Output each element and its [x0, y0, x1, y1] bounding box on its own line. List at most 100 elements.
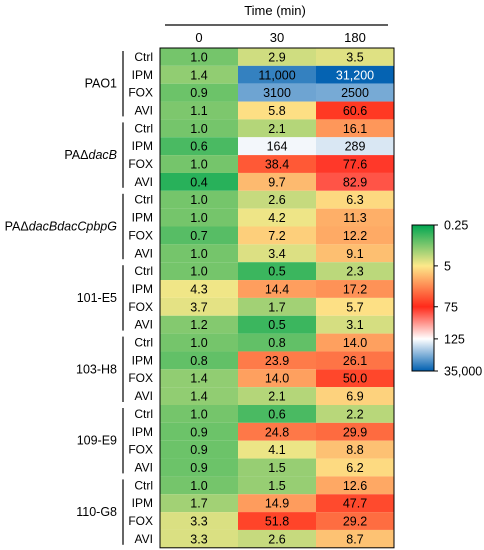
group-label: PAO1 [85, 77, 117, 91]
cell-value: 24.8 [265, 425, 289, 439]
cell-value: 2.1 [268, 122, 285, 136]
cell-value: 3.3 [190, 515, 207, 529]
row-label: FOX [128, 514, 153, 528]
heatmap-cell [316, 137, 394, 156]
heatmap-cell [160, 297, 238, 316]
cell-value: 1.4 [190, 372, 207, 386]
cell-value: 50.0 [343, 372, 367, 386]
heatmap-cell [238, 297, 316, 316]
heatmap-cell [238, 315, 316, 334]
heatmap-cell [316, 529, 394, 548]
cell-value: 1.7 [268, 300, 285, 314]
heatmap-cell [238, 369, 316, 388]
heatmap-cell [316, 119, 394, 138]
heatmap-cell [238, 208, 316, 227]
cell-value: 289 [345, 140, 366, 154]
group-label: PAΔdacB [64, 148, 117, 162]
legend-tick-label: 125 [444, 332, 465, 346]
heatmap-cell [160, 369, 238, 388]
time-axis-title: Time (min) [244, 3, 306, 18]
row-label: Ctrl [134, 407, 153, 421]
heatmap-cell [160, 65, 238, 84]
heatmap-cell [316, 315, 394, 334]
cell-value: 6.3 [346, 193, 363, 207]
row-label: AVI [135, 460, 153, 474]
cell-value: 14.0 [343, 336, 367, 350]
cell-value: 6.2 [346, 461, 363, 475]
cell-value: 51.8 [265, 515, 289, 529]
row-label: AVI [135, 532, 153, 546]
row-label: AVI [135, 103, 153, 117]
heatmap-cell [316, 101, 394, 120]
heatmap-cell [238, 494, 316, 513]
heatmap-cell [238, 387, 316, 405]
cell-value: 29.2 [343, 515, 367, 529]
cell-value: 1.2 [190, 318, 207, 332]
cell-value: 3.5 [346, 50, 363, 64]
heatmap-cell [316, 333, 394, 352]
cell-value: 0.9 [190, 425, 207, 439]
cell-value: 11,000 [258, 68, 295, 82]
group-label: 110-G8 [76, 505, 117, 519]
row-label: FOX [128, 228, 153, 242]
group-label: PAΔdacBdacCpbpG [5, 220, 118, 234]
cell-value: 3.3 [190, 532, 207, 546]
heatmap-cell [238, 333, 316, 352]
row-label: AVI [135, 246, 153, 260]
heatmap-border [159, 47, 395, 549]
heatmap-cell [316, 476, 394, 495]
cell-value: 1.4 [190, 390, 207, 404]
row-label: IPM [132, 425, 153, 439]
heatmap-cell [238, 262, 316, 281]
group-label: 109-E9 [77, 434, 117, 448]
heatmap-cell [238, 512, 316, 530]
heatmap-cell [316, 494, 394, 513]
cell-value: 1.0 [190, 193, 207, 207]
cell-value: 38.4 [265, 158, 289, 172]
heatmap-cell [316, 83, 394, 102]
cell-value: 29.9 [343, 425, 367, 439]
heatmap-cell [316, 172, 394, 191]
heatmap-cell [160, 262, 238, 281]
cell-value: 0.9 [190, 443, 207, 457]
row-labels: Ctrl IPM FOX AVI Ctrl IPM FOX AVI Ctrl IPM FOX AVI C… [128, 50, 153, 546]
heatmap-cell [316, 244, 394, 263]
heatmap-cell [238, 244, 316, 263]
group-labels: PAO1 PAΔdacB PAΔdacBdacCpbpG 101-E5 103-H8 10… [5, 51, 124, 545]
heatmap-cell [160, 529, 238, 548]
heatmap-cell [238, 529, 316, 548]
cell-value: 7.2 [268, 229, 285, 243]
row-label: FOX [128, 300, 153, 314]
cell-value: 1.1 [190, 104, 207, 118]
cell-value: 4.1 [268, 443, 285, 457]
heatmap-cell [238, 65, 316, 84]
cell-value: 1.0 [190, 336, 207, 350]
cell-value: 8.7 [346, 532, 363, 546]
cell-value: 0.8 [268, 336, 285, 350]
heatmap-cell [160, 101, 238, 120]
heatmap-cell [316, 65, 394, 84]
row-label: FOX [128, 157, 153, 171]
heatmap-cell [160, 512, 238, 530]
cell-value: 9.1 [346, 247, 363, 261]
heatmap-cell [238, 476, 316, 495]
column-headers: 0 30 180 [195, 30, 365, 45]
cell-value: 2.2 [346, 407, 363, 421]
cell-value: 1.0 [190, 211, 207, 225]
row-label: IPM [132, 68, 153, 82]
cell-value: 3.7 [190, 300, 207, 314]
cell-value: 82.9 [343, 175, 367, 189]
heatmap-cell [238, 405, 316, 423]
heatmap-cell [160, 333, 238, 352]
cell-value: 0.5 [268, 265, 285, 279]
cell-value: 1.0 [190, 247, 207, 261]
heatmap-cell [160, 155, 238, 173]
color-scale-legend: 0.25 5 75 125 35,000 [411, 219, 482, 379]
heatmap-cell [160, 226, 238, 245]
cell-value: 14.9 [265, 497, 289, 511]
column-header-180: 180 [344, 30, 366, 45]
cell-value: 3.4 [268, 247, 285, 261]
heatmap-cell [238, 458, 316, 477]
row-label: Ctrl [134, 121, 153, 135]
